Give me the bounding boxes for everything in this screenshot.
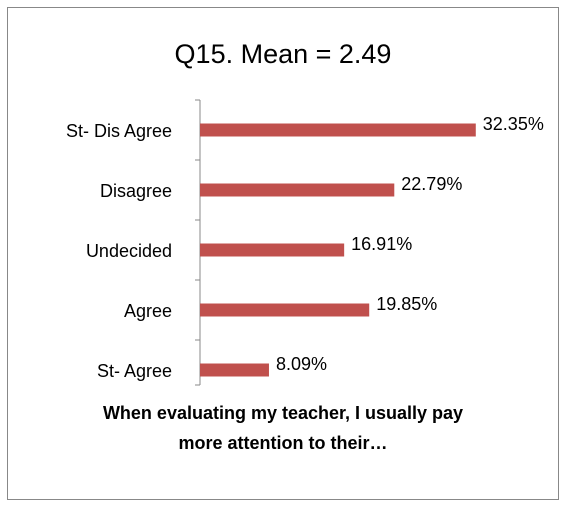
y-tick-label: Disagree — [100, 181, 172, 201]
data-label: 8.09% — [276, 354, 327, 374]
data-label: 16.91% — [351, 234, 412, 254]
bar — [200, 303, 370, 317]
data-label: 22.79% — [401, 174, 462, 194]
x-axis-label: When evaluating my teacher, I usually pa… — [102, 403, 464, 453]
y-tick-label: St- Dis Agree — [66, 121, 172, 141]
y-tick-label: St- Agree — [97, 361, 172, 381]
bar — [200, 243, 345, 257]
bar — [200, 123, 476, 137]
bar — [200, 363, 269, 377]
y-tick-label: Agree — [124, 301, 172, 321]
y-tick-label: Undecided — [86, 241, 172, 261]
data-label: 32.35% — [483, 114, 544, 134]
chart-title: Q15. Mean = 2.49 — [175, 39, 392, 69]
data-label: 19.85% — [376, 294, 437, 314]
bar — [200, 183, 395, 197]
